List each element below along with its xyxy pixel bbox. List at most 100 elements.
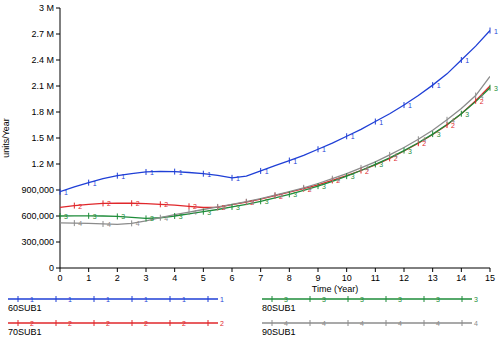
series-line bbox=[60, 31, 490, 192]
plot-area bbox=[60, 31, 490, 225]
marker-label: 1 bbox=[322, 146, 326, 153]
marker-label: 4 bbox=[193, 209, 197, 216]
y-tick-label: 300,000 bbox=[21, 237, 54, 247]
legend-marker-label: 4 bbox=[474, 320, 478, 327]
legend-marker-label: 3 bbox=[360, 296, 364, 303]
point-marker bbox=[246, 199, 247, 205]
legend: 11111160SUB122222270SUB133333380SUB14444… bbox=[8, 296, 478, 337]
y-tick bbox=[56, 34, 60, 35]
legend-marker bbox=[94, 320, 95, 326]
y-tick bbox=[56, 164, 60, 165]
legend-marker-label: 3 bbox=[474, 296, 478, 303]
legend-label: 80SUB1 bbox=[262, 303, 296, 313]
marker-label: 4 bbox=[250, 199, 254, 206]
marker-label: 3 bbox=[465, 111, 469, 118]
point-marker bbox=[160, 201, 161, 207]
point-marker bbox=[74, 203, 75, 209]
legend-marker bbox=[170, 320, 171, 326]
point-marker bbox=[131, 200, 132, 206]
legend-line bbox=[262, 322, 472, 323]
point-marker bbox=[447, 117, 448, 123]
marker-label: 4 bbox=[451, 117, 455, 124]
point-marker bbox=[189, 209, 190, 215]
marker-label: 3 bbox=[322, 183, 326, 190]
legend-label: 70SUB1 bbox=[8, 327, 42, 337]
marker-label: 2 bbox=[279, 193, 283, 200]
legend-marker-label: 1 bbox=[220, 296, 224, 303]
point-marker bbox=[447, 122, 448, 128]
point-marker bbox=[160, 215, 161, 221]
point-marker bbox=[74, 220, 75, 226]
point-marker bbox=[103, 200, 104, 206]
point-marker bbox=[289, 191, 290, 197]
x-tick-label: 5 bbox=[201, 273, 206, 283]
point-marker bbox=[117, 173, 118, 179]
legend-line bbox=[8, 298, 218, 299]
point-marker bbox=[217, 204, 218, 210]
marker-label: 1 bbox=[494, 28, 498, 35]
point-marker bbox=[146, 215, 147, 221]
marker-label: 1 bbox=[437, 82, 441, 89]
point-marker bbox=[131, 220, 132, 226]
legend-marker-label: 2 bbox=[30, 320, 34, 327]
legend-line bbox=[262, 298, 472, 299]
x-tick-label: 3 bbox=[143, 273, 148, 283]
legend-marker bbox=[94, 296, 95, 302]
point-marker bbox=[232, 204, 233, 210]
legend-marker-label: 3 bbox=[284, 296, 288, 303]
point-marker bbox=[203, 209, 204, 215]
marker-label: 3 bbox=[293, 191, 297, 198]
x-tick-label: 13 bbox=[428, 273, 438, 283]
legend-marker bbox=[462, 296, 463, 302]
legend-marker bbox=[272, 296, 273, 302]
x-tick bbox=[88, 268, 89, 272]
marker-label: 1 bbox=[207, 171, 211, 178]
point-marker bbox=[60, 213, 61, 219]
legend-marker-label: 4 bbox=[322, 320, 326, 327]
marker-label: 3 bbox=[379, 161, 383, 168]
marker-label: 2 bbox=[250, 199, 254, 206]
point-marker bbox=[174, 169, 175, 175]
legend-marker bbox=[56, 296, 57, 302]
legend-label: 60SUB1 bbox=[8, 303, 42, 313]
y-tick bbox=[56, 8, 60, 9]
marker-label: 1 bbox=[64, 189, 68, 196]
point-marker bbox=[461, 57, 462, 63]
marker-label: 4 bbox=[222, 204, 226, 211]
marker-label: 4 bbox=[107, 221, 111, 228]
x-tick-label: 4 bbox=[172, 273, 177, 283]
legend-marker-label: 2 bbox=[106, 320, 110, 327]
point-marker bbox=[246, 199, 247, 205]
x-tick-label: 14 bbox=[456, 273, 466, 283]
point-marker bbox=[318, 146, 319, 152]
marker-label: 4 bbox=[422, 136, 426, 143]
marker-label: 3 bbox=[179, 213, 183, 220]
y-tick-label: 2.7 M bbox=[31, 29, 54, 39]
x-tick bbox=[375, 268, 376, 272]
marker-label: 4 bbox=[308, 185, 312, 192]
marker-label: 2 bbox=[107, 200, 111, 207]
point-marker bbox=[490, 28, 491, 34]
marker-label: 4 bbox=[136, 220, 140, 227]
legend-marker-label: 2 bbox=[144, 320, 148, 327]
legend-marker-label: 2 bbox=[220, 320, 224, 327]
y-tick bbox=[56, 60, 60, 61]
point-marker bbox=[375, 161, 376, 167]
point-marker bbox=[389, 152, 390, 158]
x-tick-label: 0 bbox=[57, 273, 62, 283]
point-marker bbox=[375, 119, 376, 125]
marker-label: 4 bbox=[78, 220, 82, 227]
marker-label: 1 bbox=[236, 175, 240, 182]
legend-marker-label: 4 bbox=[360, 320, 364, 327]
point-marker bbox=[461, 111, 462, 117]
marker-label: 3 bbox=[150, 215, 154, 222]
marker-label: 2 bbox=[78, 203, 82, 210]
marker-label: 1 bbox=[150, 169, 154, 176]
y-tick bbox=[56, 268, 60, 269]
series-line bbox=[60, 86, 490, 208]
marker-label: 3 bbox=[93, 213, 97, 220]
marker-label: 1 bbox=[179, 169, 183, 176]
point-marker bbox=[404, 148, 405, 154]
y-tick-label: 1.5 M bbox=[31, 133, 54, 143]
legend-marker-label: 1 bbox=[182, 296, 186, 303]
